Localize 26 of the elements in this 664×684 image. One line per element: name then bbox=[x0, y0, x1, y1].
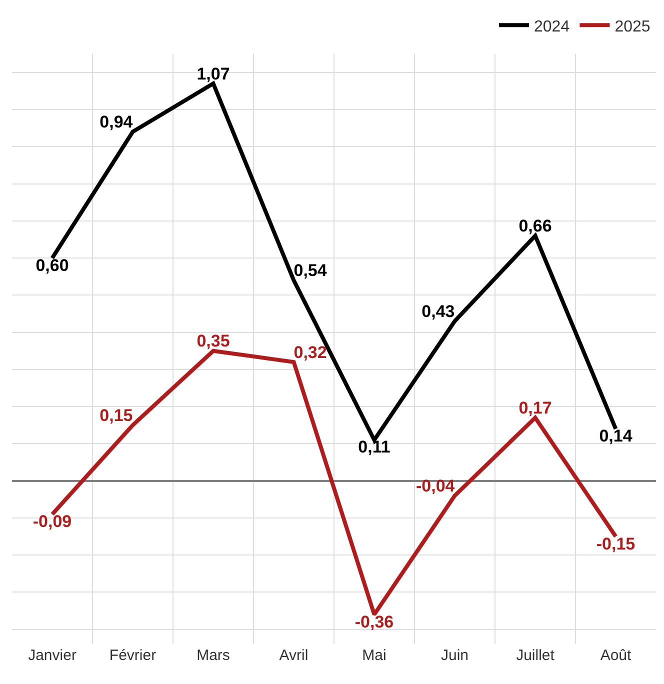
data-label: 0,35 bbox=[196, 332, 230, 351]
data-label: 0,15 bbox=[100, 406, 133, 425]
data-label: -0,36 bbox=[354, 612, 394, 632]
x-tick-label: Janvier bbox=[28, 647, 76, 664]
data-label: 0,11 bbox=[358, 438, 390, 457]
data-label: 0,60 bbox=[36, 256, 69, 275]
data-label: 0,32 bbox=[294, 342, 327, 362]
data-label: -0,04 bbox=[416, 476, 456, 496]
legend-label: 2024 bbox=[534, 18, 570, 36]
x-tick-label: Février bbox=[109, 647, 156, 664]
data-label: 0,66 bbox=[518, 216, 552, 236]
data-label: 0,54 bbox=[294, 261, 328, 280]
data-label: 0,94 bbox=[100, 112, 134, 132]
data-label: 1,07 bbox=[196, 64, 230, 84]
data-label: 0,17 bbox=[518, 398, 552, 418]
data-label: 0,43 bbox=[422, 302, 455, 321]
x-tick-label: Mars bbox=[196, 647, 230, 664]
legend-label: 2025 bbox=[614, 18, 650, 36]
x-tick-label: Mai bbox=[362, 647, 386, 664]
x-tick-label: Juillet bbox=[516, 647, 556, 664]
data-label: -0,15 bbox=[596, 534, 636, 554]
data-label: 0,14 bbox=[599, 426, 633, 446]
x-tick-label: Juin bbox=[440, 647, 469, 664]
x-tick-label: Avril bbox=[279, 647, 308, 664]
x-tick-label: Août bbox=[600, 647, 632, 664]
data-label: -0,09 bbox=[32, 512, 72, 531]
